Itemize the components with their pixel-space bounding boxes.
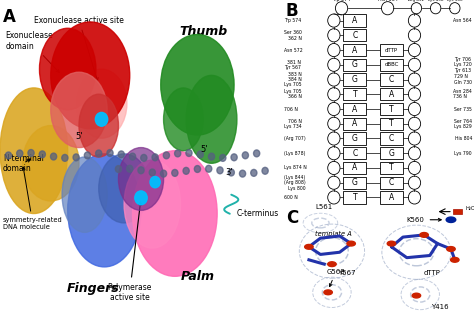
Text: dTTP: dTTP xyxy=(385,47,398,52)
Text: T: T xyxy=(389,119,394,128)
Text: Y567: Y567 xyxy=(338,270,356,276)
Circle shape xyxy=(251,170,257,176)
Text: 5': 5' xyxy=(75,132,83,141)
Text: 381 N
Tyr 567: 381 N Tyr 567 xyxy=(284,60,301,70)
Text: Lys 705
366 N: Lys 705 366 N xyxy=(284,89,301,100)
Text: (Lys 844)
(Arg 808)
Lys 800: (Lys 844) (Arg 808) Lys 800 xyxy=(284,175,306,191)
FancyBboxPatch shape xyxy=(380,132,403,145)
FancyBboxPatch shape xyxy=(344,59,366,71)
Circle shape xyxy=(228,169,234,176)
Ellipse shape xyxy=(118,148,164,210)
FancyBboxPatch shape xyxy=(380,176,403,189)
Text: G: G xyxy=(352,134,358,143)
Text: A: A xyxy=(389,90,394,99)
Circle shape xyxy=(5,152,11,159)
Ellipse shape xyxy=(99,154,149,223)
Text: Lys 790: Lys 790 xyxy=(455,151,472,156)
Circle shape xyxy=(39,151,46,158)
Text: symmetry-related
DNA molecule: symmetry-related DNA molecule xyxy=(3,167,63,230)
Text: C: C xyxy=(352,149,357,158)
Circle shape xyxy=(96,150,102,157)
Ellipse shape xyxy=(39,28,96,110)
FancyBboxPatch shape xyxy=(380,117,403,130)
Text: T: T xyxy=(353,90,357,99)
Ellipse shape xyxy=(133,151,217,276)
Circle shape xyxy=(73,154,79,161)
Text: Tyr 706
Lys 720
Tyr 613: Tyr 706 Lys 720 Tyr 613 xyxy=(455,57,472,73)
Text: dBBC: dBBC xyxy=(384,62,399,67)
Circle shape xyxy=(231,154,237,161)
FancyBboxPatch shape xyxy=(380,162,403,174)
Circle shape xyxy=(150,176,160,188)
Text: K560: K560 xyxy=(407,217,441,223)
Text: 600 N: 600 N xyxy=(284,195,298,200)
Ellipse shape xyxy=(79,94,118,157)
Circle shape xyxy=(412,293,420,298)
Text: L561: L561 xyxy=(316,204,333,210)
Text: C-terminus: C-terminus xyxy=(237,209,279,218)
Text: 706 N: 706 N xyxy=(284,106,298,111)
Text: A: A xyxy=(389,193,394,202)
Circle shape xyxy=(164,152,170,159)
Circle shape xyxy=(451,257,459,262)
Circle shape xyxy=(220,154,226,161)
Text: Ser 360
362 N: Ser 360 362 N xyxy=(284,30,302,41)
Circle shape xyxy=(242,152,248,159)
Text: Lys 874 N: Lys 874 N xyxy=(284,165,307,171)
Text: Asn 564: Asn 564 xyxy=(378,0,398,2)
Text: A: A xyxy=(352,105,357,113)
Circle shape xyxy=(107,149,113,156)
Text: (Lys 878): (Lys 878) xyxy=(284,151,305,156)
Text: Fingers: Fingers xyxy=(67,282,119,295)
FancyBboxPatch shape xyxy=(380,59,403,71)
Circle shape xyxy=(328,262,336,267)
Text: Arg 492: Arg 492 xyxy=(408,0,425,2)
Circle shape xyxy=(129,153,136,160)
Text: A: A xyxy=(3,8,16,26)
Text: Y416: Y416 xyxy=(431,304,448,310)
Text: (Arg 707): (Arg 707) xyxy=(284,136,306,141)
Circle shape xyxy=(217,167,223,174)
Text: template A: template A xyxy=(315,231,351,237)
Circle shape xyxy=(51,153,57,160)
Circle shape xyxy=(387,241,396,246)
Circle shape xyxy=(172,170,178,176)
Text: A: A xyxy=(352,16,357,25)
Text: Exonuclease
domain: Exonuclease domain xyxy=(6,31,59,73)
Text: N-terminal
domain: N-terminal domain xyxy=(3,154,44,173)
Ellipse shape xyxy=(124,160,181,248)
Text: 5': 5' xyxy=(200,145,208,154)
Text: G: G xyxy=(352,178,358,187)
Text: G: G xyxy=(389,149,394,158)
Circle shape xyxy=(115,165,121,172)
Text: C: C xyxy=(389,75,394,84)
Text: 729 N
Gln 730: 729 N Gln 730 xyxy=(454,74,472,85)
Text: Ser 764
Lys 829: Ser 764 Lys 829 xyxy=(454,119,472,129)
Text: C: C xyxy=(352,31,357,40)
FancyBboxPatch shape xyxy=(344,44,366,56)
Circle shape xyxy=(152,154,158,161)
FancyBboxPatch shape xyxy=(344,132,366,145)
Text: C: C xyxy=(286,209,298,227)
Ellipse shape xyxy=(161,35,234,135)
Circle shape xyxy=(127,165,133,172)
FancyBboxPatch shape xyxy=(344,88,366,100)
Circle shape xyxy=(138,167,144,174)
Text: Polymerase
active site: Polymerase active site xyxy=(108,202,152,302)
Circle shape xyxy=(324,290,332,295)
Text: Palm: Palm xyxy=(181,270,214,283)
Text: Asn 564: Asn 564 xyxy=(454,18,472,23)
Text: 383 N
384 N
Lys 705: 383 N 384 N Lys 705 xyxy=(284,72,301,87)
FancyBboxPatch shape xyxy=(344,73,366,86)
Circle shape xyxy=(135,191,147,205)
Ellipse shape xyxy=(62,157,107,232)
Text: T: T xyxy=(389,164,394,172)
Text: G: G xyxy=(352,60,358,69)
Circle shape xyxy=(262,167,268,174)
Text: 706 N
Lys 734: 706 N Lys 734 xyxy=(284,119,301,129)
Circle shape xyxy=(149,169,155,176)
Text: B: B xyxy=(286,2,299,20)
Text: Trp 574: Trp 574 xyxy=(284,18,301,23)
Circle shape xyxy=(161,170,167,177)
FancyBboxPatch shape xyxy=(380,191,403,203)
